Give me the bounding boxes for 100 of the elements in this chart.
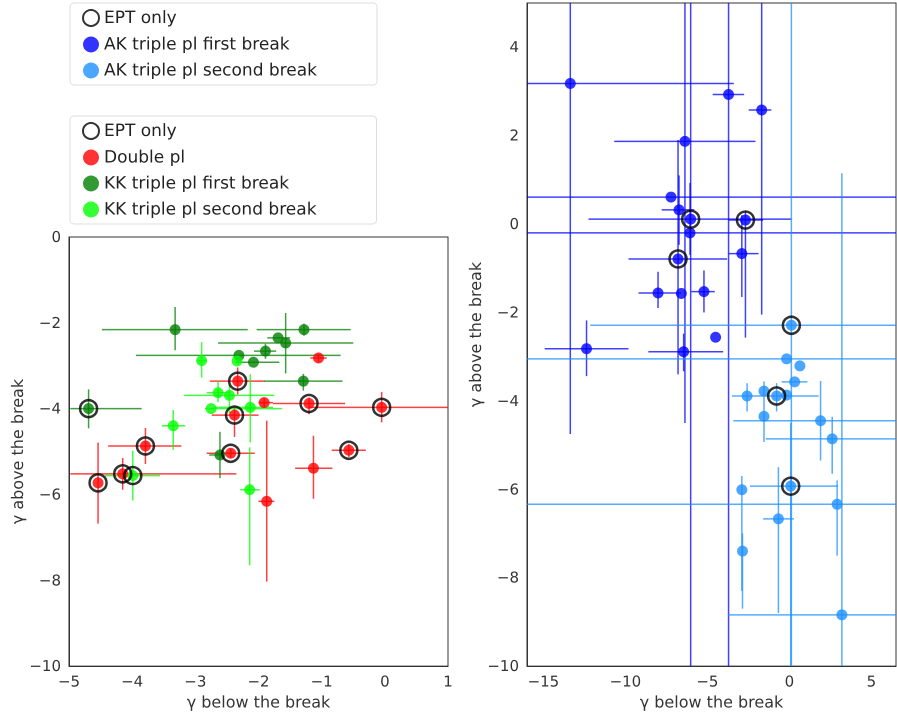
y-tick-label: 0 bbox=[509, 215, 519, 234]
y-tick-label: 2 bbox=[509, 126, 519, 145]
x-tick-label: 0 bbox=[380, 672, 390, 691]
y-tick-label: −10 bbox=[29, 657, 61, 676]
point bbox=[815, 415, 826, 426]
point bbox=[232, 356, 243, 367]
point bbox=[674, 204, 685, 216]
point bbox=[564, 78, 576, 89]
point bbox=[676, 288, 687, 299]
point bbox=[78, 398, 98, 418]
x-tick-label: −1 bbox=[310, 672, 333, 691]
legend-label: EPT only bbox=[104, 121, 177, 141]
point bbox=[212, 387, 224, 398]
y-tick-label: −4 bbox=[496, 392, 519, 410]
point bbox=[298, 376, 309, 387]
y-tick-label: −10 bbox=[487, 657, 519, 676]
point bbox=[679, 136, 690, 147]
point bbox=[826, 433, 838, 444]
legend-label: EPT only bbox=[104, 8, 177, 28]
point bbox=[280, 337, 292, 348]
x-axis-title: γ below the break bbox=[640, 692, 784, 712]
point bbox=[668, 249, 688, 269]
point bbox=[789, 376, 800, 388]
point bbox=[372, 398, 392, 418]
point bbox=[832, 498, 843, 510]
point bbox=[170, 324, 181, 336]
point bbox=[206, 403, 217, 414]
x-tick-label: 1 bbox=[443, 672, 453, 691]
y-tick-label: −2 bbox=[38, 314, 61, 332]
point bbox=[112, 464, 132, 484]
point bbox=[224, 405, 244, 425]
y-tick-label: 0 bbox=[51, 228, 61, 246]
y-axis-title: γ above the break bbox=[8, 378, 27, 524]
point bbox=[258, 397, 270, 408]
x-tick-label: −4 bbox=[121, 672, 144, 691]
legend-label: KK triple pl first break bbox=[104, 174, 290, 194]
point bbox=[308, 462, 319, 474]
point bbox=[736, 210, 756, 230]
y-axis-title: γ above the break bbox=[466, 261, 485, 408]
point bbox=[224, 390, 235, 401]
point bbox=[736, 248, 748, 260]
y-tick-label: −4 bbox=[38, 400, 61, 418]
point bbox=[758, 410, 770, 422]
x-tick-label: −2 bbox=[247, 672, 270, 691]
point bbox=[782, 316, 802, 336]
point bbox=[136, 436, 156, 456]
point bbox=[196, 355, 208, 366]
y-tick-label: −6 bbox=[496, 480, 519, 498]
point bbox=[260, 346, 271, 357]
point bbox=[836, 609, 848, 620]
x-tick-label: −5 bbox=[696, 672, 718, 691]
point bbox=[581, 343, 592, 354]
point bbox=[652, 288, 664, 298]
x-tick-label: −15 bbox=[528, 672, 560, 691]
y-tick-label: −6 bbox=[38, 485, 61, 504]
point bbox=[758, 386, 770, 397]
x-tick-label: 0 bbox=[784, 672, 794, 691]
y-tick-label: 4 bbox=[509, 38, 519, 56]
point bbox=[666, 192, 676, 203]
x-tick-label: 5 bbox=[866, 672, 876, 691]
x-tick-label: −5 bbox=[58, 672, 80, 691]
y-tick-label: −2 bbox=[496, 303, 519, 322]
x-tick-label: −3 bbox=[184, 672, 206, 691]
point bbox=[710, 332, 722, 343]
legend-label: AK triple pl second break bbox=[104, 60, 318, 80]
point bbox=[780, 476, 800, 496]
point bbox=[772, 513, 784, 524]
point bbox=[313, 352, 324, 364]
point bbox=[228, 371, 248, 391]
point bbox=[123, 466, 143, 486]
point bbox=[220, 444, 240, 464]
point bbox=[248, 356, 259, 368]
point bbox=[261, 496, 272, 507]
point bbox=[698, 286, 710, 298]
point bbox=[298, 324, 310, 336]
y-tick-label: −8 bbox=[496, 568, 519, 587]
y-tick-label: −8 bbox=[38, 571, 61, 590]
point bbox=[723, 89, 734, 100]
point bbox=[244, 402, 256, 413]
point bbox=[766, 386, 786, 406]
point bbox=[88, 473, 108, 493]
point bbox=[244, 484, 256, 496]
point bbox=[299, 394, 319, 414]
x-axis-title: γ below the break bbox=[186, 692, 332, 712]
legend-label: AK triple pl first break bbox=[104, 34, 290, 54]
point bbox=[272, 332, 284, 344]
point bbox=[678, 346, 690, 358]
point bbox=[781, 353, 792, 364]
point bbox=[684, 227, 696, 238]
point bbox=[742, 390, 753, 402]
legend-label: Double pl bbox=[104, 148, 186, 168]
x-tick-label: −10 bbox=[610, 672, 642, 691]
point bbox=[168, 420, 179, 432]
legend-label: KK triple pl second break bbox=[104, 200, 317, 220]
point bbox=[680, 209, 700, 229]
point bbox=[339, 440, 359, 460]
point bbox=[794, 360, 806, 372]
point bbox=[736, 484, 748, 496]
point bbox=[737, 546, 748, 557]
point bbox=[756, 104, 768, 116]
